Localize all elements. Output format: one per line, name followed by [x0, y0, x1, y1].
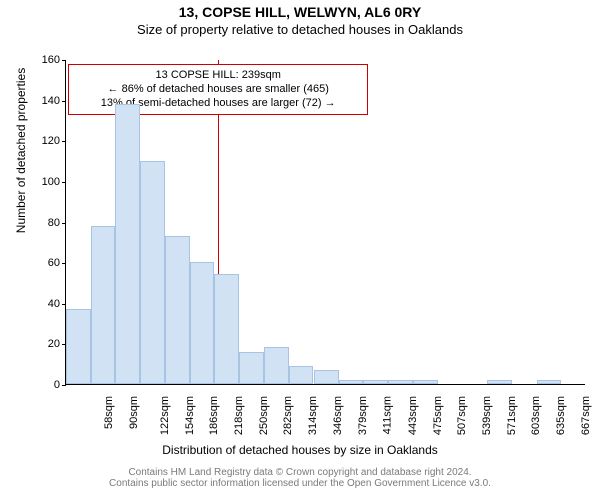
plot-area: 13 COPSE HILL: 239sqm ← 86% of detached … [65, 60, 585, 385]
y-tick-label: 120 [42, 135, 66, 147]
x-tick-label: 250sqm [258, 396, 270, 435]
x-tick-label: 218sqm [233, 396, 245, 435]
histogram-bar [140, 161, 165, 384]
footer-text: Contains HM Land Registry data © Crown c… [0, 467, 600, 489]
x-tick-label: 635sqm [555, 396, 567, 435]
histogram-bar [214, 274, 239, 384]
chart-title-line1: 13, COPSE HILL, WELWYN, AL6 0RY [0, 4, 600, 20]
y-tick-label: 100 [42, 176, 66, 188]
histogram-bar [239, 352, 264, 385]
histogram-bar [91, 226, 116, 384]
y-tick-label: 40 [48, 298, 66, 310]
x-tick-label: 475sqm [432, 396, 444, 435]
x-tick-label: 507sqm [456, 396, 468, 435]
x-tick-label: 571sqm [506, 396, 518, 435]
histogram-bar [165, 236, 190, 384]
footer-line2: Contains public sector information licen… [0, 478, 600, 489]
footer-line1: Contains HM Land Registry data © Crown c… [0, 467, 600, 478]
histogram-bar [264, 347, 289, 384]
histogram-bar [487, 380, 512, 384]
y-tick-label: 0 [54, 379, 66, 391]
x-tick-label: 539sqm [481, 396, 493, 435]
histogram-bar [363, 380, 388, 384]
y-tick-label: 160 [42, 54, 66, 66]
histogram-bar [413, 380, 438, 384]
y-tick-label: 80 [48, 217, 66, 229]
x-tick-label: 443sqm [407, 396, 419, 435]
histogram-bar [66, 309, 91, 384]
x-tick-label: 90sqm [128, 396, 140, 429]
histogram-bar [339, 380, 364, 384]
chart-title-line2: Size of property relative to detached ho… [0, 22, 600, 37]
x-tick-label: 58sqm [103, 396, 115, 429]
histogram-bar [388, 380, 413, 384]
x-tick-label: 122sqm [159, 396, 171, 435]
histogram-chart: 13, COPSE HILL, WELWYN, AL6 0RY Size of … [0, 0, 600, 500]
histogram-bar [115, 104, 140, 384]
x-tick-label: 346sqm [332, 396, 344, 435]
y-tick-label: 140 [42, 95, 66, 107]
x-tick-label: 379sqm [358, 396, 370, 435]
histogram-bar [537, 380, 562, 384]
x-axis-label: Distribution of detached houses by size … [0, 443, 600, 457]
callout-box: 13 COPSE HILL: 239sqm ← 86% of detached … [68, 64, 368, 115]
x-tick-label: 411sqm [381, 396, 393, 434]
y-tick-label: 20 [48, 338, 66, 350]
x-tick-label: 154sqm [184, 396, 196, 435]
callout-line1: 13 COPSE HILL: 239sqm [75, 69, 361, 83]
histogram-bar [289, 366, 314, 384]
x-tick-label: 603sqm [531, 396, 543, 435]
histogram-bar [190, 262, 215, 384]
y-axis-label: Number of detached properties [14, 0, 28, 313]
histogram-bar [314, 370, 339, 384]
callout-line2: ← 86% of detached houses are smaller (46… [75, 83, 361, 97]
x-tick-label: 314sqm [307, 396, 319, 435]
x-tick-label: 282sqm [283, 396, 295, 435]
x-tick-label: 667sqm [580, 396, 592, 435]
y-tick-label: 60 [48, 257, 66, 269]
x-tick-label: 186sqm [208, 396, 220, 435]
